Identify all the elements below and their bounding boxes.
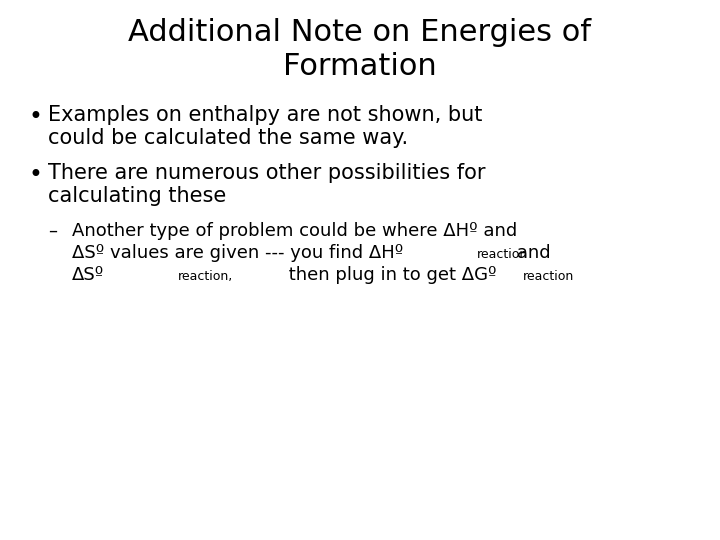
Text: Additional Note on Energies of: Additional Note on Energies of	[128, 18, 592, 47]
Text: and: and	[511, 244, 551, 262]
Text: ΔSº values are given --- you find ΔHº: ΔSº values are given --- you find ΔHº	[72, 244, 403, 262]
Text: calculating these: calculating these	[48, 186, 226, 206]
Text: could be calculated the same way.: could be calculated the same way.	[48, 128, 408, 148]
Text: •: •	[28, 163, 42, 187]
Text: reaction: reaction	[477, 248, 528, 261]
Text: reaction,: reaction,	[178, 266, 233, 279]
Text: Examples on enthalpy are not shown, but: Examples on enthalpy are not shown, but	[48, 105, 482, 125]
Text: Another type of problem could be where ΔHº and: Another type of problem could be where Δ…	[72, 222, 517, 240]
Text: reaction: reaction	[523, 270, 575, 283]
Text: Formation: Formation	[283, 52, 437, 81]
Text: reaction: reaction	[477, 244, 528, 257]
Text: There are numerous other possibilities for: There are numerous other possibilities f…	[48, 163, 485, 183]
Text: •: •	[28, 105, 42, 129]
Text: then plug in to get ΔGº: then plug in to get ΔGº	[283, 266, 497, 284]
Text: ΔSº: ΔSº	[72, 266, 104, 284]
Text: –: –	[48, 222, 57, 240]
Text: reaction,: reaction,	[178, 270, 233, 283]
